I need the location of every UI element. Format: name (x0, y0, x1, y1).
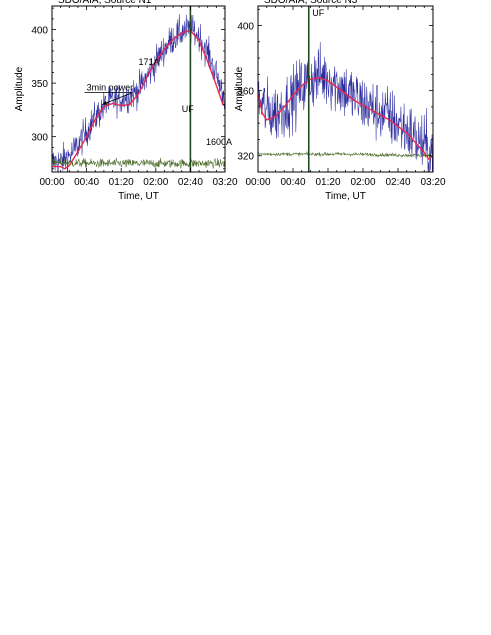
chart-title: SDO/AIA, Source N3 (264, 0, 358, 6)
annotation-arrow-line (102, 92, 133, 105)
y-tick-label: 360 (237, 87, 254, 98)
series-0-line (52, 14, 225, 172)
x-tick-label: 03:20 (420, 177, 445, 188)
annotation-arrow-head (102, 101, 108, 105)
x-tick-label: 00:40 (74, 177, 99, 188)
plot-area (52, 6, 225, 172)
annotation-label: UF (312, 8, 324, 18)
chart-panel-source-n3: SDO/AIA, Source N3 00:00 00:40 01:20 02:00 02… (234, 0, 446, 202)
annotation-label: 171A (139, 57, 160, 67)
x-tick-label: 02:00 (350, 177, 375, 188)
x-tick-label: 03:20 (212, 177, 237, 188)
series-1-fit-line (258, 76, 433, 161)
x-tick-label: 01:20 (109, 177, 134, 188)
annotation-label: 1600A (206, 137, 232, 147)
series-2-line (52, 157, 225, 169)
plot-area (258, 6, 433, 172)
y-tick-label: 300 (31, 133, 48, 144)
annotation-label: UF (182, 104, 194, 114)
y-tick-label: 320 (237, 152, 254, 163)
x-tick-label: 02:00 (143, 177, 168, 188)
y-tick-label: 350 (31, 79, 48, 90)
x-axis-label: Time, UT (325, 191, 366, 202)
chart-panel-source-n1: SDO/AIA, Source N1 00:00 00:40 01:20 02:00 02… (14, 0, 238, 202)
x-axis-label: Time, UT (118, 191, 159, 202)
x-tick-label: 00:00 (245, 177, 270, 188)
y-axis-label: Amplitude (234, 66, 245, 111)
x-tick-label: 00:40 (280, 177, 305, 188)
series-2-line (258, 151, 433, 158)
annotation-label: 3min power (87, 83, 134, 93)
y-tick-label: 400 (31, 26, 48, 37)
x-tick-label: 02:40 (178, 177, 203, 188)
y-tick-label: 400 (237, 22, 254, 33)
plot-frame (257, 5, 434, 173)
x-tick-label: 00:00 (39, 177, 64, 188)
y-axis-label: Amplitude (14, 66, 25, 111)
series-0-line (258, 41, 433, 172)
chart-title: SDO/AIA, Source N1 (58, 0, 152, 6)
x-tick-label: 02:40 (385, 177, 410, 188)
x-tick-label: 01:20 (315, 177, 340, 188)
series-1-fit-line (52, 29, 224, 170)
